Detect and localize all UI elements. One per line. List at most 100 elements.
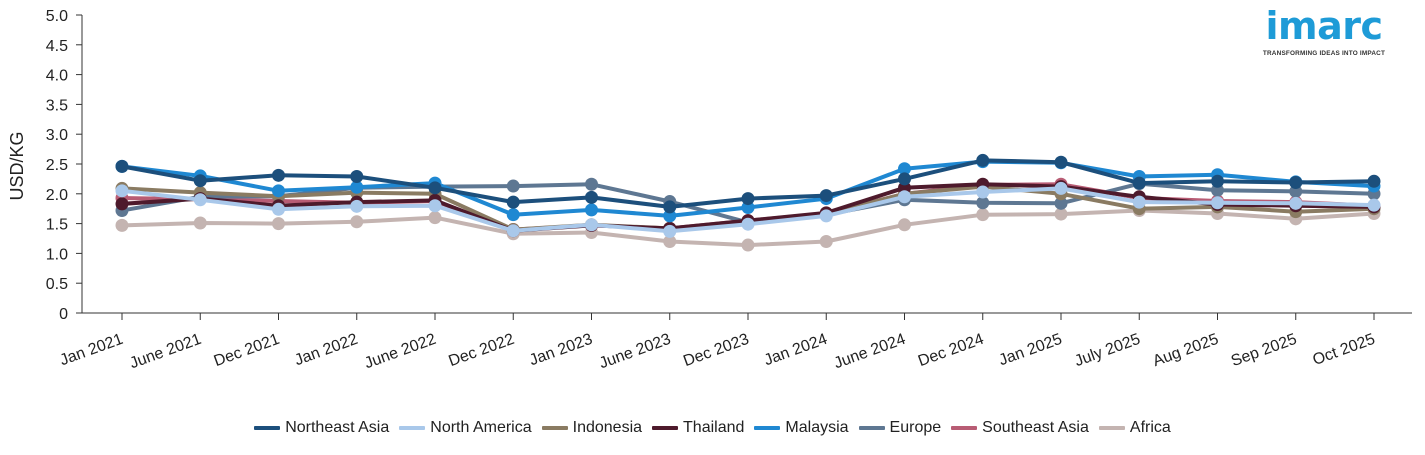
data-point-africa xyxy=(819,234,833,248)
data-point-africa xyxy=(193,216,207,230)
data-point-northeast-asia xyxy=(585,190,598,204)
legend-swatch xyxy=(858,426,885,430)
data-point-north-america xyxy=(898,190,911,204)
data-point-europe xyxy=(1289,184,1303,198)
logo-wordmark: imarc xyxy=(1265,4,1383,48)
y-tick-label: 1.0 xyxy=(46,246,68,263)
data-point-north-america xyxy=(663,224,677,238)
legend-label: Africa xyxy=(1129,419,1171,436)
data-point-malaysia xyxy=(506,208,520,222)
data-point-europe xyxy=(976,196,990,210)
series-north-america xyxy=(115,181,1381,238)
data-point-northeast-asia xyxy=(272,168,285,182)
data-point-north-america xyxy=(819,209,833,223)
data-point-north-america xyxy=(1367,198,1381,212)
data-point-north-america xyxy=(976,185,990,199)
data-point-north-america xyxy=(585,218,598,232)
x-tick-label: Dec 2021 xyxy=(212,331,282,370)
data-point-northeast-asia xyxy=(193,174,207,188)
data-point-africa xyxy=(898,218,911,232)
data-point-africa xyxy=(428,211,442,225)
legend-swatch xyxy=(254,426,281,430)
data-point-north-america xyxy=(428,199,442,213)
series-northeast-asia xyxy=(115,153,1381,214)
x-tick-label: Jan 2024 xyxy=(762,331,830,370)
legend-swatch xyxy=(652,426,679,430)
x-tick-label: Aug 2025 xyxy=(1151,331,1221,370)
data-point-africa xyxy=(272,217,285,231)
legend-label: Southeast Asia xyxy=(982,419,1089,436)
series-africa xyxy=(115,203,1381,252)
y-tick-label: 3.0 xyxy=(46,127,68,144)
data-point-north-america xyxy=(1054,181,1068,195)
data-point-northeast-asia xyxy=(1211,174,1224,188)
x-tick-label: June 2022 xyxy=(362,331,438,373)
y-tick-label: 0 xyxy=(59,306,68,323)
y-tick-label: 5.0 xyxy=(46,8,68,25)
y-tick-label: 4.5 xyxy=(46,38,68,55)
data-point-northeast-asia xyxy=(350,170,364,184)
data-point-northeast-asia xyxy=(976,153,990,167)
data-point-north-america xyxy=(272,202,285,216)
legend-label: Northeast Asia xyxy=(285,419,390,436)
legend-swatch xyxy=(399,426,426,430)
x-tick-label: Dec 2024 xyxy=(916,331,986,370)
series-layer xyxy=(115,153,1381,252)
x-tick-label: Oct 2025 xyxy=(1311,331,1378,369)
legend-swatch xyxy=(541,426,568,430)
data-point-northeast-asia xyxy=(115,159,129,173)
data-point-north-america xyxy=(350,199,364,213)
imarc-logo: imarc TRANSFORMING IDEAS INTO IMPACT xyxy=(1254,6,1394,57)
data-point-europe xyxy=(585,177,598,191)
data-point-northeast-asia xyxy=(428,181,442,195)
data-point-malaysia xyxy=(350,180,364,194)
data-point-northeast-asia xyxy=(663,200,677,214)
data-point-north-america xyxy=(1132,195,1146,209)
data-point-northeast-asia xyxy=(506,195,520,209)
data-point-northeast-asia xyxy=(1132,176,1146,190)
x-tick-label: Jan 2023 xyxy=(527,331,595,370)
y-tick-label: 2.0 xyxy=(46,187,68,204)
data-point-africa xyxy=(350,215,364,229)
data-point-north-america xyxy=(506,224,520,238)
data-point-malaysia xyxy=(272,184,285,198)
legend-item-europe: Europe xyxy=(858,419,942,437)
x-tick-label: Jan 2025 xyxy=(997,331,1065,370)
data-point-malaysia xyxy=(585,203,598,217)
y-tick-label: 2.5 xyxy=(46,157,68,174)
chart-legend: Northeast Asia North America Indonesia Thai… xyxy=(0,419,1425,437)
y-axis-title: USD/KG xyxy=(7,131,27,200)
data-point-africa xyxy=(663,234,677,248)
y-tick-label: 0.5 xyxy=(46,276,68,293)
legend-item-north-america: North America xyxy=(399,419,532,437)
legend-label: Malaysia xyxy=(785,419,849,436)
data-point-northeast-asia xyxy=(1289,175,1303,189)
data-point-northeast-asia xyxy=(898,172,911,186)
legend-swatch xyxy=(1098,426,1125,430)
legend-label: Europe xyxy=(889,419,942,436)
data-point-north-america xyxy=(1211,196,1224,210)
legend-item-southeast-asia: Southeast Asia xyxy=(951,419,1089,437)
data-point-north-america xyxy=(193,193,207,207)
x-tick-label: June 2021 xyxy=(128,331,204,373)
x-tick-label: June 2024 xyxy=(832,331,908,373)
x-tick-label: June 2023 xyxy=(597,331,673,373)
data-point-north-america xyxy=(741,217,755,231)
data-point-europe xyxy=(1211,183,1224,197)
y-tick-label: 1.5 xyxy=(46,217,68,234)
legend-item-northeast-asia: Northeast Asia xyxy=(254,419,389,437)
y-tick-label: 4.0 xyxy=(46,68,68,85)
chart-axes xyxy=(76,14,1412,320)
legend-label: Indonesia xyxy=(572,419,643,436)
legend-swatch xyxy=(754,426,781,430)
data-point-africa xyxy=(1054,207,1068,221)
data-point-northeast-asia xyxy=(741,192,755,206)
legend-label: North America xyxy=(430,419,532,436)
data-point-europe xyxy=(506,179,520,193)
legend-item-indonesia: Indonesia xyxy=(541,419,643,437)
legend-item-thailand: Thailand xyxy=(652,419,744,437)
data-point-europe xyxy=(1054,196,1068,210)
x-tick-label: July 2025 xyxy=(1072,331,1142,370)
